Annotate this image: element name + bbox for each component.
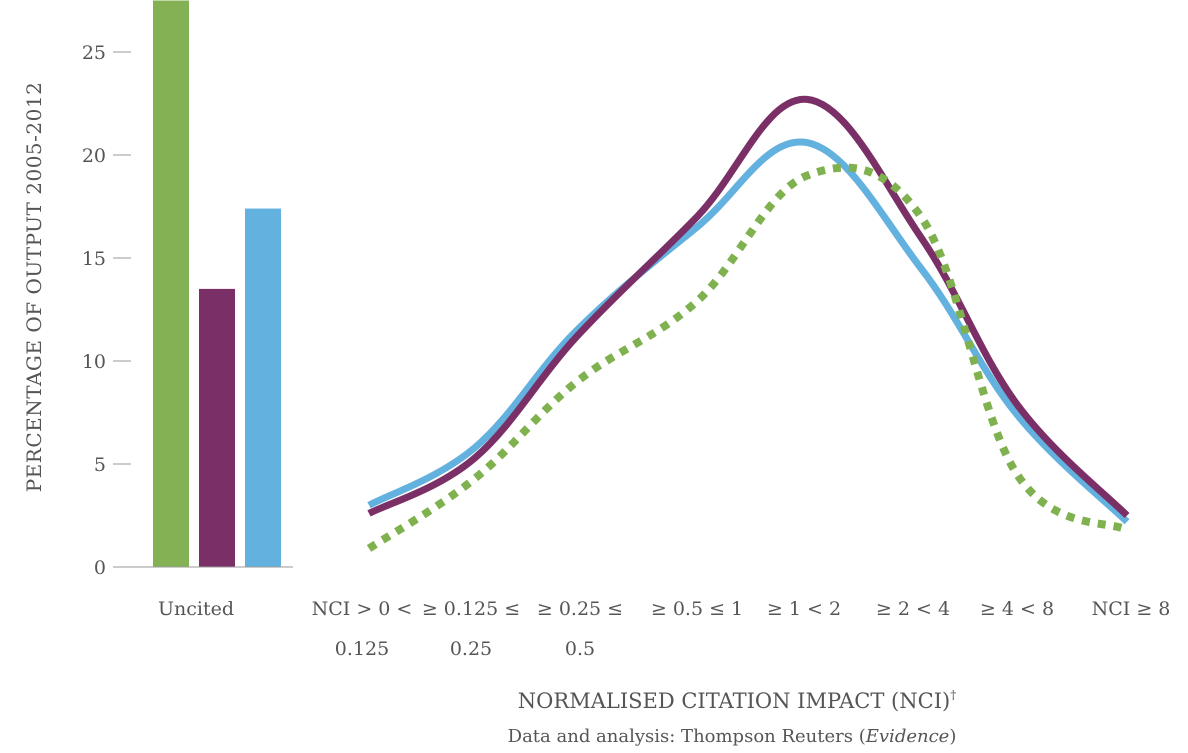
y-axis-title: PERCENTAGE OF OUTPUT 2005-2012 [22, 82, 46, 493]
y-tick-label: 5 [94, 454, 106, 476]
series-line [366, 163, 1129, 552]
x-category-label: ≥ 0.5 ≤ 1 [651, 598, 743, 620]
y-tick-label: 10 [82, 351, 106, 373]
source-suffix: ) [949, 726, 956, 747]
lines-layer [366, 95, 1130, 552]
x-category-label: ≥ 2 < 4 [876, 598, 950, 620]
x-axis-title: NORMALISED CITATION IMPACT (NCI)† [518, 688, 956, 713]
x-category-label: 0.5 [565, 638, 595, 660]
uncited-bar [245, 208, 281, 567]
y-tick-label: 15 [82, 248, 106, 270]
x-category-label: Uncited [158, 598, 234, 620]
source-evidence: Evidence [865, 726, 950, 747]
x-category-label: NCI ≥ 8 [1092, 598, 1171, 620]
source-note: Data and analysis: Thompson Reuters (Evi… [508, 726, 957, 747]
series-line [367, 138, 1130, 525]
x-category-label: ≥ 0.125 ≤ [422, 598, 520, 620]
uncited-bar [199, 288, 235, 567]
x-axis-title-text: NORMALISED CITATION IMPACT (NCI) [518, 689, 950, 713]
x-category-label: NCI > 0 < [312, 598, 413, 620]
bars-layer [153, 0, 281, 567]
series-line [367, 95, 1130, 518]
y-tick-label: 0 [94, 557, 106, 579]
x-axis-labels: Uncited NCI > 0 < 0.125 ≥ 0.125 ≤ 0.25 ≥ 0.25… [158, 598, 1170, 660]
y-axis: 0 5 10 15 20 25 [82, 42, 293, 579]
y-tick-label: 25 [82, 42, 106, 64]
x-category-label: 0.125 [335, 638, 389, 660]
y-tick-label: 20 [82, 145, 106, 167]
x-category-label: ≥ 4 < 8 [980, 598, 1054, 620]
x-category-label: ≥ 1 < 2 [767, 598, 841, 620]
uncited-bar [153, 0, 189, 567]
source-prefix: Data and analysis: Thompson Reuters ( [508, 726, 866, 747]
x-axis-title-dagger: † [950, 688, 956, 702]
x-category-label: ≥ 0.25 ≤ [537, 598, 623, 620]
x-category-label: 0.25 [450, 638, 492, 660]
